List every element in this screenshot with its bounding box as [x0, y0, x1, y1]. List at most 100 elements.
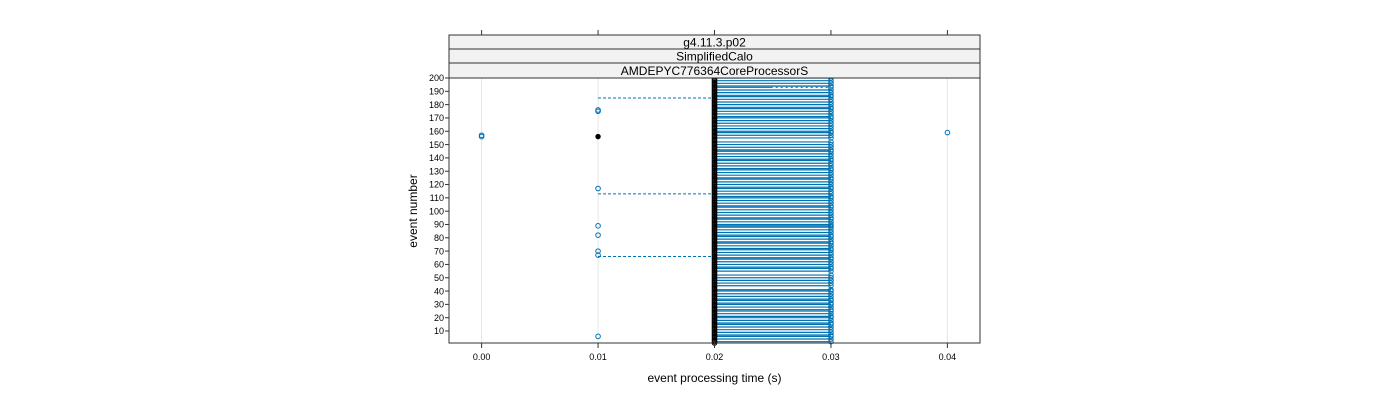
point-30ms-55 [828, 209, 834, 216]
point-30ms-56 [828, 207, 834, 213]
point-30ms-96 [828, 111, 834, 117]
point-30ms-47 [828, 227, 834, 233]
outlier-point-5 [595, 232, 601, 238]
point-30ms-86 [828, 135, 834, 141]
point-30ms-97 [828, 108, 834, 115]
axis-layer: 0.00 0.01 0.02 0.03 0.04 10 20 30 40 50 60 70 80 90 10… [429, 30, 956, 362]
point-30ms-50 [828, 221, 834, 228]
strip-label-3: AMDEPYC776364CoreProcessorS [621, 64, 808, 78]
y-tick-label-17: 180 [429, 100, 444, 110]
y-tick-label-1: 20 [434, 313, 444, 323]
y-tick-label-11: 120 [429, 180, 444, 190]
y-tick-label-10: 110 [430, 193, 444, 203]
strip-box-3 [448, 62, 981, 79]
point-30ms-76 [828, 160, 834, 167]
outlier-point-4 [595, 248, 601, 254]
point-30ms-62 [828, 193, 834, 200]
point-30ms-37 [828, 249, 834, 256]
point-30ms-85 [828, 139, 834, 145]
y-tick-label-0: 10 [434, 326, 444, 336]
y-tick-label-9: 100 [429, 206, 444, 216]
point-30ms-51 [828, 219, 834, 225]
y-tick-label-4: 50 [434, 273, 444, 283]
point-30ms-4 [828, 329, 834, 336]
point-30ms-72 [828, 169, 834, 176]
point-30ms-25 [828, 280, 834, 286]
outlier-point-6 [595, 223, 601, 229]
point-30ms-39 [828, 245, 834, 252]
y-tick-label-15: 160 [429, 126, 444, 136]
y-tick-label-7: 80 [434, 233, 444, 243]
point-30ms-64 [828, 188, 834, 194]
x-tick-label-0: 0.00 [473, 352, 491, 362]
point-30ms-26 [828, 277, 834, 284]
point-30ms-31 [828, 264, 834, 270]
point-30ms-27 [828, 274, 834, 281]
point-30ms-45 [828, 232, 834, 238]
outlier-point-9 [595, 107, 601, 113]
point-30ms-11 [828, 313, 834, 320]
point-30ms-84 [828, 141, 834, 148]
point-30ms-35 [828, 254, 834, 261]
point-30ms-78 [828, 156, 834, 163]
point-30ms-87 [828, 132, 834, 139]
mark-layer [478, 75, 951, 346]
y-tick-label-3: 40 [434, 286, 444, 296]
y-tick-label-14: 150 [429, 140, 444, 150]
y-tick-label-13: 140 [429, 153, 444, 163]
point-30ms-59 [828, 200, 834, 206]
point-30ms-95 [828, 113, 834, 120]
point-30ms-70 [828, 175, 834, 181]
x-tick-label-4: 0.04 [939, 352, 957, 362]
point-30ms-82 [828, 147, 834, 153]
y-tick-label-5: 60 [434, 260, 444, 270]
dark-point-0 [595, 133, 601, 140]
point-30ms-104 [828, 92, 834, 99]
point-30ms-63 [828, 191, 834, 197]
point-30ms-36 [828, 252, 834, 258]
outlier-point-1 [478, 132, 485, 139]
point-30ms-75 [828, 163, 834, 169]
outlier-point-3 [595, 252, 601, 258]
point-30ms-53 [828, 215, 834, 221]
outlier-point-10 [944, 129, 951, 136]
point-30ms-90 [828, 125, 834, 132]
point-30ms-42 [828, 238, 834, 245]
point-30ms-106 [828, 87, 834, 93]
point-30ms-74 [828, 165, 834, 172]
x-axis-title: event processing time (s) [647, 371, 781, 385]
point-30ms-20 [828, 293, 834, 300]
x-tick-label-2: 0.02 [706, 352, 724, 362]
point-30ms-67 [828, 181, 834, 188]
outlier-point-7 [595, 185, 601, 192]
point-30ms-68 [828, 179, 834, 185]
point-30ms-54 [828, 212, 834, 218]
point-30ms-83 [828, 144, 834, 151]
point-30ms-60 [828, 197, 834, 204]
point-30ms-101 [828, 99, 834, 105]
point-30ms-21 [828, 290, 834, 297]
point-30ms-28 [828, 272, 834, 278]
y-tick-label-16: 170 [429, 113, 444, 123]
x-tick-label-3: 0.03 [822, 352, 840, 362]
point-30ms-1 [828, 336, 834, 342]
point-30ms-58 [828, 203, 834, 209]
point-30ms-92 [828, 120, 834, 127]
point-30ms-89 [828, 128, 834, 135]
outlier-point-2 [595, 333, 601, 340]
point-30ms-102 [828, 96, 834, 103]
y-tick-label-8: 90 [434, 220, 444, 230]
point-30ms-12 [828, 310, 834, 317]
y-tick-label-6: 70 [434, 246, 444, 256]
point-30ms-91 [828, 123, 834, 129]
x-tick-label-1: 0.01 [589, 352, 607, 362]
point-30ms-71 [828, 172, 834, 179]
point-30ms-14 [828, 306, 834, 313]
point-30ms-100 [828, 101, 834, 108]
point-30ms-15 [828, 304, 834, 310]
point-30ms-40 [828, 242, 834, 249]
point-30ms-105 [828, 89, 834, 96]
point-30ms-8 [828, 320, 834, 326]
